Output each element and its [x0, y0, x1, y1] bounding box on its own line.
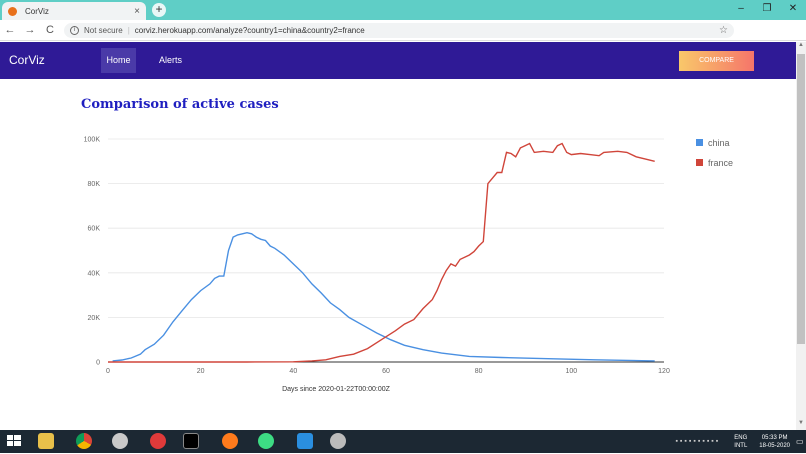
tab-close-icon[interactable]: ×	[134, 5, 140, 17]
nav-alerts[interactable]: Alerts	[159, 55, 183, 65]
maximize-button[interactable]: ❐	[762, 3, 772, 14]
y-tick-label: 100K	[84, 137, 101, 144]
clock-time: 05:33 PM	[761, 434, 788, 441]
x-tick-label: 0	[106, 368, 110, 375]
scroll-thumb[interactable]	[797, 54, 805, 344]
clock-date: 18-05-2020	[759, 442, 790, 449]
keyboard-layout: INTL	[734, 442, 748, 449]
page-scrollbar[interactable]: ▲ ▼	[796, 42, 806, 430]
chrome-active-taskbar-icon[interactable]	[330, 433, 346, 449]
language-indicator[interactable]: ENG INTL	[728, 434, 753, 450]
firefox-icon[interactable]	[222, 433, 238, 449]
app-navbar: CorViz Home Alerts COMPARE	[0, 42, 796, 79]
x-tick-label: 80	[475, 368, 483, 375]
nav-home[interactable]: Home	[101, 48, 136, 73]
legend-label-france: france	[708, 158, 733, 168]
android-studio-icon[interactable]	[258, 433, 274, 449]
alarm-clock-icon[interactable]	[150, 433, 166, 449]
windows-taskbar: ▪▪▪▪▪▪▪▪▪▪ ENG INTL 05:33 PM 18-05-2020 …	[0, 430, 806, 453]
close-window-button[interactable]: ✕	[788, 3, 798, 14]
y-tick-label: 40K	[88, 270, 101, 277]
y-tick-label: 20K	[88, 315, 101, 322]
address-bar-row: ← → C i Not secure | corviz.herokuapp.co…	[0, 20, 806, 56]
vscode-icon[interactable]	[297, 433, 313, 449]
x-tick-label: 40	[289, 368, 297, 375]
brand-logo[interactable]: CorViz	[9, 53, 45, 67]
x-tick-label: 60	[382, 368, 390, 375]
x-tick-label: 100	[565, 368, 577, 375]
corviz-favicon-icon	[8, 6, 17, 16]
active-cases-chart: 0 20K 40K 60K 80K 100K 0 20 40 60 80 100 120 Days sin…	[84, 137, 733, 394]
system-tray: ▪▪▪▪▪▪▪▪▪▪ ENG INTL 05:33 PM 18-05-2020 …	[675, 430, 806, 453]
bookmark-star-icon[interactable]: ☆	[719, 25, 728, 36]
info-icon[interactable]: i	[70, 26, 79, 35]
tray-icons[interactable]: ▪▪▪▪▪▪▪▪▪▪	[675, 438, 721, 445]
y-tick-label: 0	[96, 360, 100, 367]
legend-label-china: china	[708, 138, 730, 148]
omnibox[interactable]: i Not secure | corviz.herokuapp.com/anal…	[64, 23, 734, 38]
x-tick-label: 120	[658, 368, 670, 375]
file-explorer-icon[interactable]	[38, 433, 54, 449]
new-tab-button[interactable]: +	[152, 3, 166, 17]
series-line-france	[108, 142, 655, 363]
back-button[interactable]: ←	[4, 24, 16, 36]
legend-swatch-china	[696, 139, 703, 146]
language-code: ENG	[734, 434, 748, 441]
scroll-up-icon[interactable]: ▲	[798, 42, 804, 48]
y-tick-label: 60K	[88, 226, 101, 233]
terminal-icon[interactable]	[183, 433, 199, 449]
forward-button[interactable]: →	[24, 24, 36, 36]
tab-title: CorViz	[25, 6, 49, 16]
window-controls: – ❐ ✕	[728, 0, 806, 20]
x-tick-label: 20	[197, 368, 205, 375]
url-text[interactable]: corviz.herokuapp.com/analyze?country1=ch…	[134, 26, 365, 35]
scroll-down-icon[interactable]: ▼	[798, 420, 804, 426]
browser-tab[interactable]: CorViz ×	[2, 2, 146, 20]
browser-tab-bar: CorViz × + – ❐ ✕	[0, 0, 806, 20]
notification-icon[interactable]: ▭	[796, 437, 804, 446]
reload-button[interactable]: C	[46, 24, 54, 36]
minimize-button[interactable]: –	[738, 3, 744, 14]
y-tick-label: 80K	[88, 181, 101, 188]
compare-button[interactable]: COMPARE	[679, 51, 754, 71]
app-taskbar-icon[interactable]	[112, 433, 128, 449]
legend-swatch-france	[696, 159, 703, 166]
x-axis-label: Days since 2020-01-22T00:00:00Z	[282, 386, 391, 393]
series-line-china	[112, 231, 655, 362]
clock[interactable]: 05:33 PM 18-05-2020	[753, 434, 796, 450]
chrome-taskbar-icon[interactable]	[76, 433, 92, 449]
windows-start-icon[interactable]	[6, 433, 22, 449]
chart-title: Comparison of active cases	[81, 97, 279, 112]
omnibox-separator: |	[127, 26, 130, 35]
security-label: Not secure	[84, 26, 123, 35]
